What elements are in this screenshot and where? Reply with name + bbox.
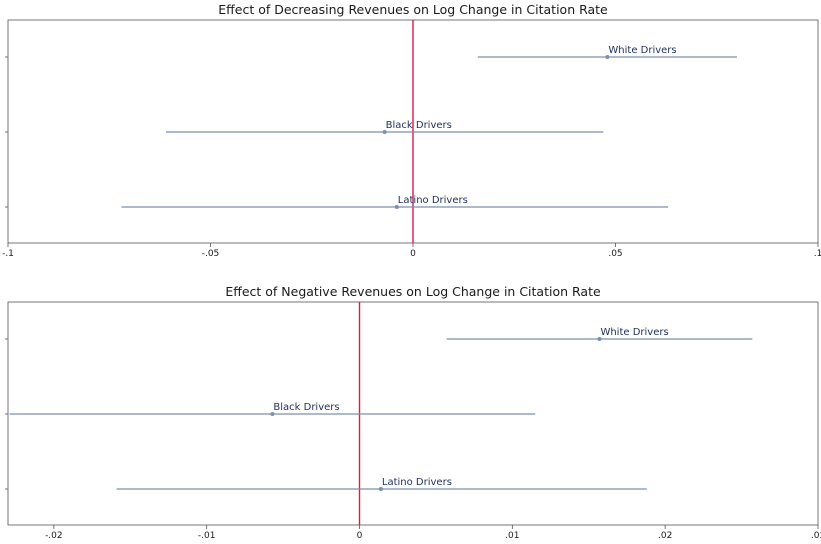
point-estimate-black-drivers [270, 412, 275, 416]
x-tick-label: 0 [410, 249, 416, 259]
point-estimate-latino-drivers [394, 205, 399, 209]
x-tick-label: 0 [357, 531, 363, 541]
point-label-latino-drivers: Latino Drivers [382, 477, 452, 488]
x-tick-label: .05 [608, 249, 622, 259]
point-label-white-drivers: White Drivers [600, 327, 668, 338]
point-label-black-drivers: Black Drivers [273, 402, 339, 413]
panel-2: Effect of Negative Revenues on Log Chang… [5, 284, 821, 541]
chart-title: Effect of Negative Revenues on Log Chang… [225, 284, 601, 299]
x-tick-label: .01 [505, 531, 519, 541]
x-tick-label: -.1 [2, 249, 14, 259]
point-estimate-black-drivers [382, 130, 387, 134]
panel-1: Effect of Decreasing Revenues on Log Cha… [2, 2, 821, 259]
x-tick-label: .02 [658, 531, 672, 541]
chart-title: Effect of Decreasing Revenues on Log Cha… [218, 2, 608, 17]
point-label-black-drivers: Black Drivers [386, 120, 452, 131]
x-tick-label: .1 [814, 249, 821, 259]
plot-frame [7, 301, 819, 526]
x-tick-label: -.01 [198, 531, 216, 541]
point-estimate-latino-drivers [378, 487, 383, 491]
point-label-white-drivers: White Drivers [608, 45, 676, 56]
x-tick-label: .03 [811, 531, 821, 541]
point-estimate-white-drivers [605, 55, 610, 59]
point-estimate-white-drivers [597, 337, 602, 341]
point-label-latino-drivers: Latino Drivers [398, 195, 468, 206]
x-tick-label: -.02 [45, 531, 63, 541]
x-tick-label: -.05 [202, 249, 220, 259]
